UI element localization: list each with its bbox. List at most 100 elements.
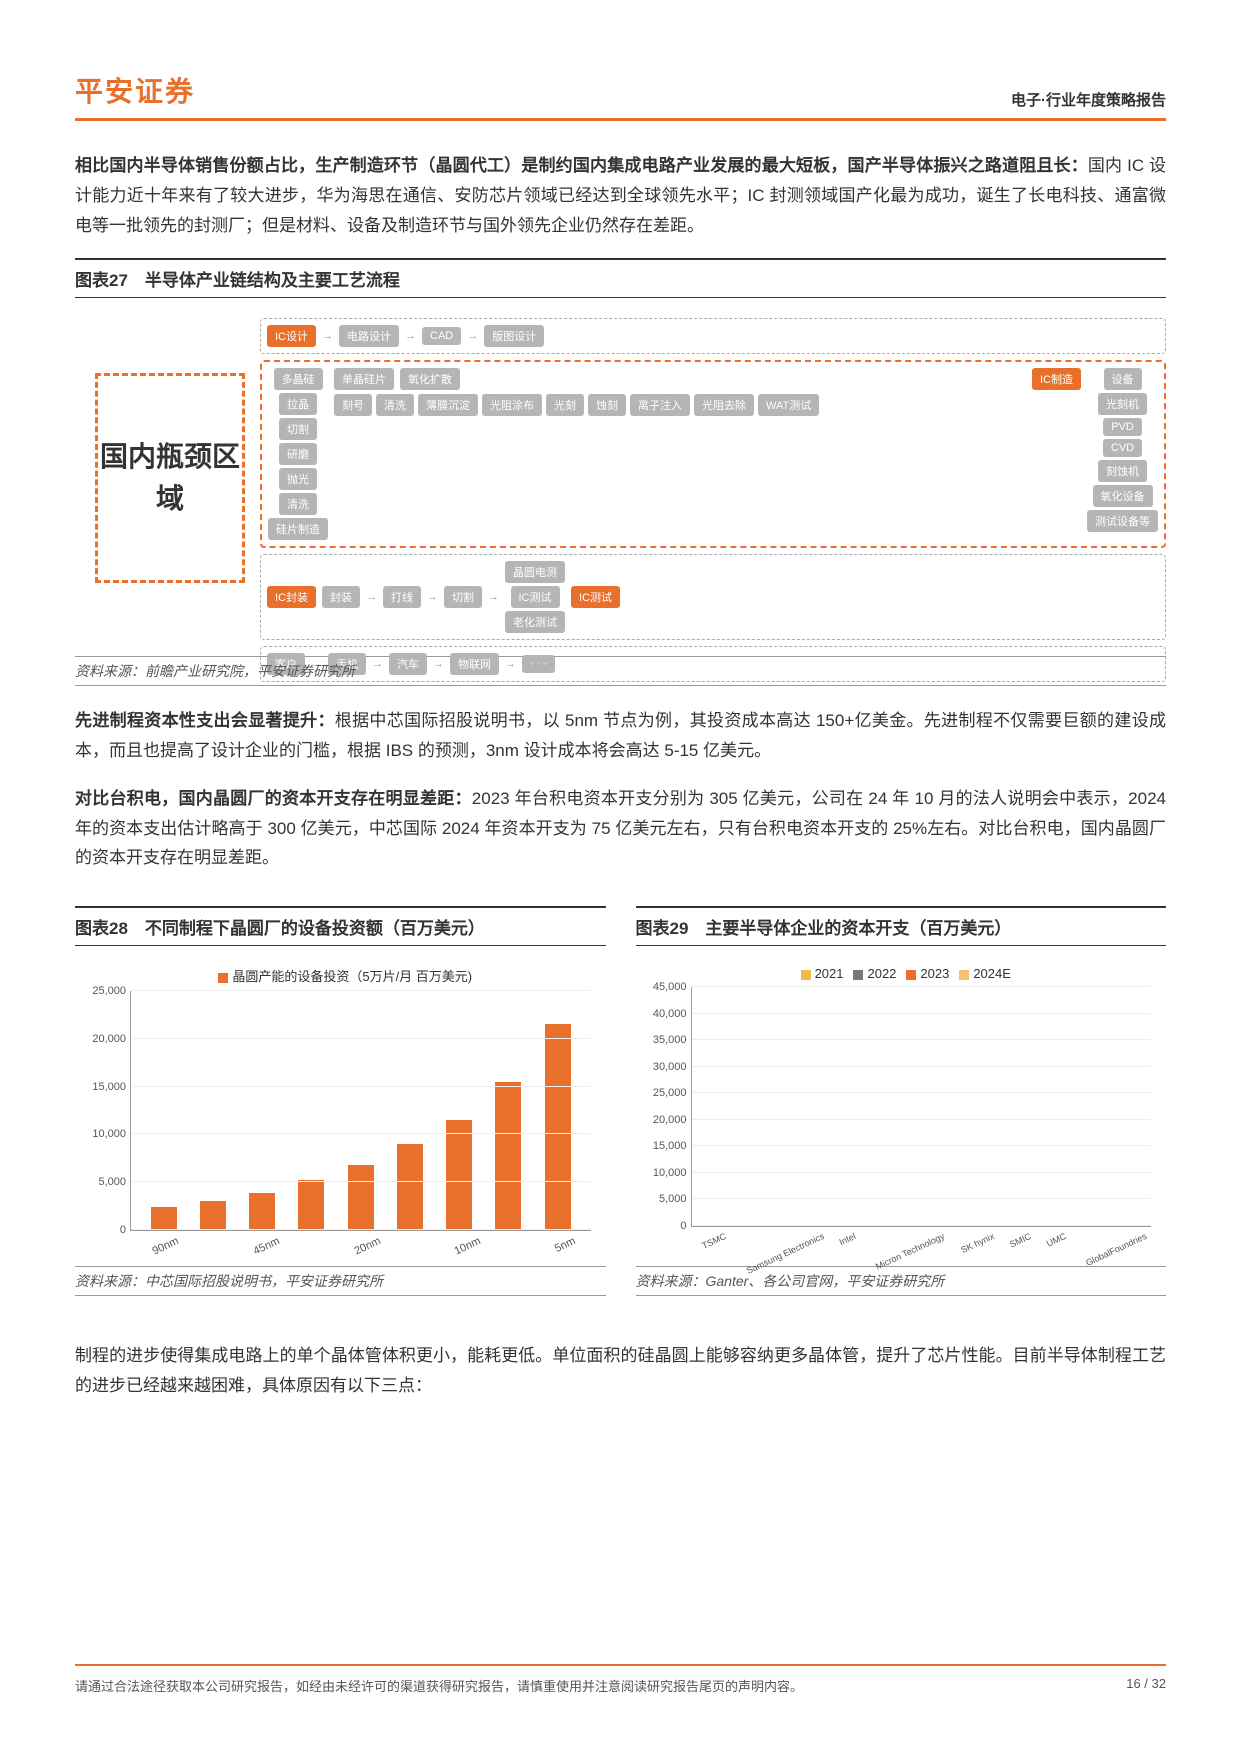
flow-chip: 氧化扩散 [400, 368, 460, 390]
x-tick-label [313, 1235, 318, 1246]
legend-swatch [906, 970, 916, 980]
wafer-stack: 多晶硅拉晶切割研磨抛光清洗硅片制造 [268, 368, 328, 540]
page-header: 平安证券 电子·行业年度策略报告 [75, 70, 1166, 121]
flow-chip: 清洗 [376, 394, 414, 416]
x-tick-label: 90nm [151, 1235, 181, 1258]
fig28-col: 图表28 不同制程下晶圆厂的设备投资额（百万美元） 晶圆产能的设备投资（5万片/… [75, 891, 606, 1316]
y-tick-label: 40,000 [653, 1008, 692, 1020]
arrow-icon: → [372, 658, 383, 670]
flow-chip: 刻号 [334, 394, 372, 416]
flow-chip: 多晶硅 [274, 368, 323, 390]
flow-chip: 蚀刻 [588, 394, 626, 416]
flow-chip: IC测试 [511, 586, 560, 608]
legend-swatch [853, 970, 863, 980]
legend-swatch [959, 970, 969, 980]
p2-bold: 先进制程资本性支出会显著提升： [75, 711, 335, 730]
arrow-icon: → [405, 330, 416, 342]
arrow-icon: → [505, 658, 516, 670]
paragraph-3: 对比台积电，国内晶圆厂的资本开支存在明显差距：2023 年台积电资本开支分别为 … [75, 784, 1166, 873]
x-tick-label: SK hynix [960, 1231, 996, 1255]
bar [545, 1024, 571, 1230]
arrow-icon: → [433, 658, 444, 670]
flow-row-manufacture: 多晶硅拉晶切割研磨抛光清洗硅片制造单晶硅片氧化扩散刻号清洗薄膜沉淀光阻涂布光刻蚀… [260, 360, 1166, 548]
fig29-plot-area: 05,00010,00015,00020,00025,00030,00035,0… [691, 987, 1152, 1227]
bar [298, 1180, 324, 1230]
y-tick-label: 5,000 [98, 1176, 131, 1188]
flow-chip: 封装 [322, 586, 360, 608]
bar [151, 1207, 177, 1230]
flow-chip: 设备 [1104, 368, 1142, 390]
fig28-title: 图表28 不同制程下晶圆厂的设备投资额（百万美元） [75, 906, 606, 946]
paragraph-2: 先进制程资本性支出会显著提升：根据中芯国际招股说明书，以 5nm 节点为例，其投… [75, 706, 1166, 766]
flow-chip: 汽车 [389, 653, 427, 675]
flow-chip: 切割 [279, 418, 317, 440]
flow-chip: 版图设计 [484, 325, 544, 347]
flow-chip: IC制造 [1032, 368, 1081, 390]
flow-chip: 研磨 [279, 443, 317, 465]
legend-label: 2023 [920, 966, 949, 981]
paragraph-1: 相比国内半导体销售份额占比，生产制造环节（晶圆代工）是制约国内集成电路产业发展的… [75, 151, 1166, 240]
legend-swatch [218, 973, 228, 983]
flow-chip: CAD [422, 327, 461, 345]
y-tick-label: 20,000 [92, 1033, 131, 1045]
y-tick-label: 25,000 [653, 1087, 692, 1099]
fig29-col: 图表29 主要半导体企业的资本开支（百万美元） 2021 2022 2023 2024… [636, 891, 1167, 1316]
flow-chip: 抛光 [279, 468, 317, 490]
flow-chip: 切割 [444, 586, 482, 608]
doc-category: 电子·行业年度策略报告 [1011, 89, 1166, 110]
x-tick-label: UMC [1045, 1231, 1068, 1249]
flow-chip: 老化测试 [505, 611, 565, 633]
legend-label: 2022 [867, 966, 896, 981]
fig28-bars [131, 991, 591, 1230]
flow-chip: 测试设备等 [1087, 510, 1158, 532]
bar [200, 1201, 226, 1230]
flow-chip: WAT测试 [758, 394, 819, 416]
page-footer: 请通过合法途径获取本公司研究报告，如经由未经许可的渠道获得研究报告，请慎重使用并… [75, 1664, 1166, 1695]
flow-chip: 薄膜沉淀 [418, 394, 478, 416]
legend-label: 2021 [815, 966, 844, 981]
fig28-xlabels: 90nm45nm20nm10nm5nm [130, 1235, 591, 1247]
legend-label: 2024E [973, 966, 1011, 981]
flow-chip: 光刻 [546, 394, 584, 416]
flow-chip: 硅片制造 [268, 518, 328, 540]
fig29-bars [692, 987, 1152, 1226]
arrow-icon: → [322, 330, 333, 342]
paragraph-4: 制程的进步使得集成电路上的单个晶体管体积更小，能耗更低。单位面积的硅晶圆上能够容… [75, 1341, 1166, 1401]
y-tick-label: 0 [680, 1220, 691, 1232]
flow-chip: 离子注入 [630, 394, 690, 416]
x-tick-label: 10nm [453, 1235, 483, 1258]
flow-column: IC设计→电路设计→CAD→版图设计多晶硅拉晶切割研磨抛光清洗硅片制造单晶硅片氧… [260, 318, 1166, 682]
legend-swatch [801, 970, 811, 980]
fig28-legend: 晶圆产能的设备投资（5万片/月 百万美元) [80, 966, 601, 985]
bottleneck-box: 国内瓶颈区域 [95, 373, 245, 583]
flow-chip: 单晶硅片 [334, 368, 394, 390]
footer-disclaimer: 请通过合法途径获取本公司研究报告，如经由未经许可的渠道获得研究报告，请慎重使用并… [75, 1676, 803, 1695]
flow-row-package: IC封装封装→打线→切割→晶圆电测IC测试老化测试IC测试 [260, 554, 1166, 640]
arrow-icon: → [488, 591, 499, 603]
x-tick-label: SMIC [1008, 1231, 1033, 1250]
x-tick-label: Intel [838, 1231, 858, 1247]
flow-chip: CVD [1103, 439, 1142, 457]
process-wrap: 单晶硅片氧化扩散刻号清洗薄膜沉淀光阻涂布光刻蚀刻离子注入光阻去除WAT测试 [334, 368, 1026, 416]
fig27-title: 图表27 半导体产业链结构及主要工艺流程 [75, 258, 1166, 298]
fig28-source: 资料来源：中芯国际招股说明书，平安证券研究所 [75, 1266, 606, 1296]
flow-chip: IC测试 [571, 586, 620, 608]
flow-chip: · · · [522, 655, 555, 673]
x-tick-label: 5nm [553, 1235, 577, 1255]
x-tick-label: GlobalFoundries [1084, 1231, 1148, 1268]
flow-chip: 电路设计 [339, 325, 399, 347]
flow-chip: 光阻涂布 [482, 394, 542, 416]
y-tick-label: 30,000 [653, 1061, 692, 1073]
flow-chip: 拉晶 [279, 393, 317, 415]
flow-chip: 晶圆电测 [505, 561, 565, 583]
flow-chip: IC封装 [267, 586, 316, 608]
arrow-icon: → [427, 591, 438, 603]
fig28-plot-area: 05,00010,00015,00020,00025,000 [130, 991, 591, 1231]
fig29-title: 图表29 主要半导体企业的资本开支（百万美元） [636, 906, 1167, 946]
bar [348, 1165, 374, 1230]
x-tick-label: TSMC [700, 1231, 727, 1251]
flow-row-customer: 客户→手机→汽车→物联网→· · · [260, 646, 1166, 682]
flow-chip: 刻蚀机 [1098, 460, 1147, 482]
bar [249, 1193, 275, 1230]
fig27-diagram: 国内瓶颈区域 IC设计→电路设计→CAD→版图设计多晶硅拉晶切割研磨抛光清洗硅片… [75, 308, 1166, 648]
